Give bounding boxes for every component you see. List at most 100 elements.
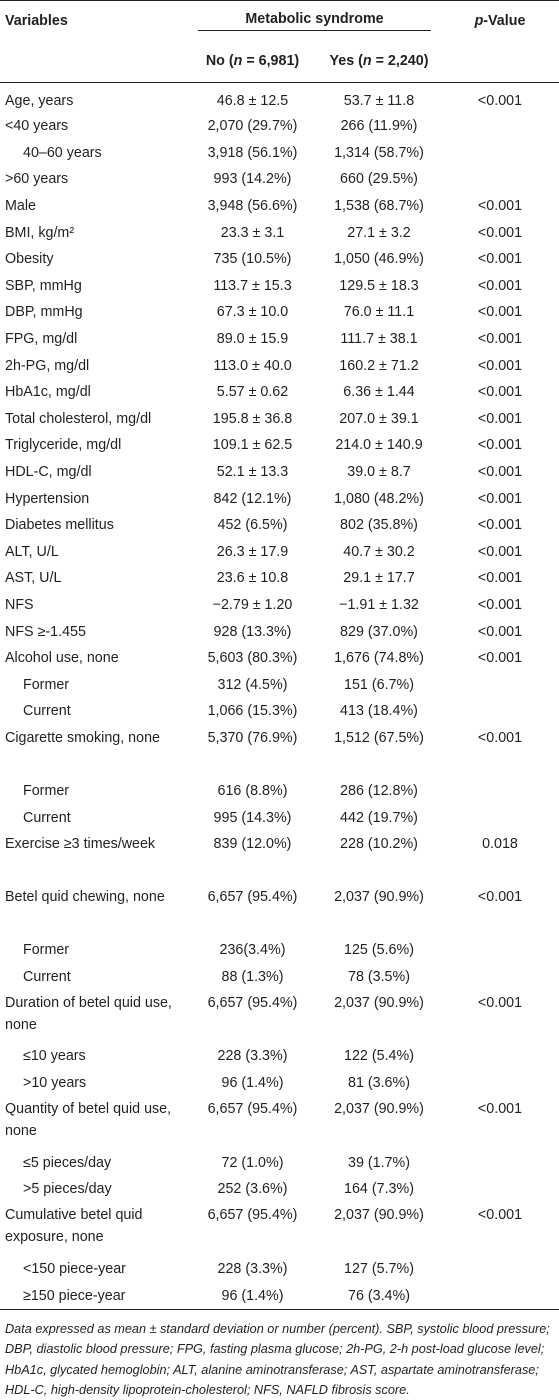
table-row: Betel quid chewing, none 6,657 (95.4%) 2,0…: [0, 884, 559, 937]
table-row: FPG, mg/dl 89.0 ± 15.9 111.7 ± 38.1 <0.001: [0, 326, 559, 353]
cell-p-value: <0.001: [477, 729, 523, 746]
table-row: Triglyceride, mg/dl 109.1 ± 62.5 214.0 ± 1…: [0, 432, 559, 459]
cell-yes: 39 (1.7%): [348, 1154, 410, 1171]
table-row: ≤10 years 228 (3.3%) 122 (5.4%): [0, 1043, 559, 1070]
row-label: Hypertension: [5, 490, 90, 507]
cell-no: 113.7 ± 15.3: [213, 277, 292, 294]
cell-p-value: [441, 1255, 559, 1282]
cell-no: 252 (3.6%): [217, 1181, 288, 1198]
row-label: <40 years: [5, 118, 69, 135]
cell-no: 3,918 (56.1%): [207, 144, 298, 161]
cell-yes: 2,037 (90.9%): [334, 995, 424, 1012]
subheader-blank-p: [441, 40, 559, 83]
cell-no: 928 (13.3%): [213, 623, 292, 640]
cell-yes: 151 (6.7%): [344, 676, 414, 693]
cell-p-value: <0.001: [477, 437, 523, 454]
table-row: Age, years 46.8 ± 12.5 53.7 ± 11.8 <0.001: [0, 83, 559, 114]
row-label: HbA1c, mg/dl: [5, 384, 91, 401]
table-row: Quantity of betel quid use, none 6,657 (9…: [0, 1096, 559, 1149]
cell-yes: 266 (11.9%): [340, 118, 418, 135]
cell-no: 52.1 ± 13.3: [216, 464, 289, 481]
row-label: FPG, mg/dl: [5, 331, 78, 348]
cell-no: 6,657 (95.4%): [207, 1207, 298, 1224]
table-row: SBP, mmHg 113.7 ± 15.3 129.5 ± 18.3 <0.001: [0, 273, 559, 300]
cell-p-value: [441, 1070, 559, 1097]
cell-no: 46.8 ± 12.5: [216, 93, 289, 109]
cell-no: 236(3.4%): [219, 942, 286, 959]
table-row: Exercise ≥3 times/week 839 (12.0%) 228 (10…: [0, 831, 559, 884]
cell-yes: 160.2 ± 71.2: [339, 357, 419, 374]
row-label: Total cholesterol, mg/dl: [5, 410, 152, 427]
row-label: Former: [23, 942, 70, 959]
cell-yes: 1,676 (74.8%): [334, 650, 424, 667]
row-label: Cumulative betel quid exposure, none: [5, 1207, 143, 1246]
table-row: HDL-C, mg/dl 52.1 ± 13.3 39.0 ± 8.7 <0.001: [0, 459, 559, 486]
cell-p-value: [441, 937, 559, 964]
table-row: Former 236(3.4%) 125 (5.6%): [0, 937, 559, 964]
cell-p-value: [441, 113, 559, 140]
cell-yes: 53.7 ± 11.8: [343, 93, 415, 109]
cell-no: 3,948 (56.6%): [207, 198, 298, 215]
table-row: 2h-PG, mg/dl 113.0 ± 40.0 160.2 ± 71.2 <0.0…: [0, 352, 559, 379]
header-no-count: = 6,981): [242, 53, 300, 69]
cell-no: 67.3 ± 10.0: [216, 304, 289, 321]
row-label: Duration of betel quid use, none: [5, 995, 172, 1034]
row-label: AST, U/L: [5, 570, 62, 587]
cell-p-value: <0.001: [477, 517, 523, 534]
table-row: Hypertension 842 (12.1%) 1,080 (48.2%) <0.0…: [0, 485, 559, 512]
row-label: >60 years: [5, 171, 69, 188]
table-row: <40 years 2,070 (29.7%) 266 (11.9%): [0, 113, 559, 140]
cell-yes: 29.1 ± 17.7: [343, 570, 415, 587]
row-label: ≤5 pieces/day: [23, 1154, 112, 1171]
cell-no: 6,657 (95.4%): [207, 995, 298, 1012]
row-label: Current: [23, 968, 71, 985]
cell-yes: 81 (3.6%): [348, 1074, 410, 1091]
cell-no: 6,657 (95.4%): [207, 1101, 298, 1118]
row-label: 2h-PG, mg/dl: [5, 357, 90, 374]
row-label: Male: [5, 198, 36, 215]
cell-yes: 111.7 ± 38.1: [340, 331, 418, 348]
row-label: Obesity: [5, 251, 54, 268]
row-label: >5 pieces/day: [23, 1181, 112, 1198]
cell-no: 89.0 ± 15.9: [216, 331, 289, 348]
row-label: Age, years: [5, 93, 74, 109]
cell-p-value: <0.001: [477, 490, 523, 507]
table-row: NFS −2.79 ± 1.20 −1.91 ± 1.32 <0.001: [0, 592, 559, 619]
cell-no: 228 (3.3%): [217, 1048, 288, 1065]
cell-no: 195.8 ± 36.8: [212, 410, 293, 427]
cell-yes: 122 (5.4%): [344, 1048, 414, 1065]
table-row: AST, U/L 23.6 ± 10.8 29.1 ± 17.7 <0.001: [0, 565, 559, 592]
row-label: ALT, U/L: [5, 543, 59, 560]
cell-no: 72 (1.0%): [221, 1154, 284, 1171]
cell-p-value: [441, 963, 559, 990]
row-label: NFS ≥-1.455: [5, 623, 86, 640]
header-yes-label: Yes (: [329, 53, 363, 69]
cell-p-value: <0.001: [477, 596, 523, 613]
table-row: Current 995 (14.3%) 442 (19.7%): [0, 804, 559, 831]
header-yes: Yes (n = 2,240): [317, 40, 441, 83]
cell-no: 1,066 (15.3%): [207, 703, 298, 720]
cell-no: 452 (6.5%): [217, 517, 288, 534]
row-label: Alcohol use, none: [5, 650, 119, 667]
cell-no: 839 (12.0%): [213, 835, 292, 852]
row-label: >10 years: [23, 1074, 87, 1091]
cell-no: 228 (3.3%): [217, 1260, 288, 1277]
row-label: Exercise ≥3 times/week: [5, 835, 156, 852]
table-row: Duration of betel quid use, none 6,657 (9…: [0, 990, 559, 1043]
cell-yes: 2,037 (90.9%): [334, 1101, 424, 1118]
cell-no: 23.3 ± 3.1: [220, 224, 285, 241]
header-yes-count: = 2,240): [371, 53, 429, 69]
row-label: Triglyceride, mg/dl: [5, 437, 122, 454]
table-row: >60 years 993 (14.2%) 660 (29.5%): [0, 166, 559, 193]
table-row: NFS ≥-1.455 928 (13.3%) 829 (37.0%) <0.001: [0, 618, 559, 645]
cell-p-value: <0.001: [477, 623, 523, 640]
table-row: HbA1c, mg/dl 5.57 ± 0.62 6.36 ± 1.44 <0.001: [0, 379, 559, 406]
header-p-value: p-Value: [441, 0, 559, 40]
cell-yes: 1,512 (67.5%): [334, 729, 424, 746]
row-label: 40–60 years: [23, 144, 102, 161]
cell-yes: 129.5 ± 18.3: [339, 277, 419, 294]
cell-p-value: <0.001: [477, 384, 523, 401]
header-no-n: n: [233, 53, 243, 69]
row-label: NFS: [5, 596, 34, 613]
cell-p-value: <0.001: [477, 543, 523, 560]
